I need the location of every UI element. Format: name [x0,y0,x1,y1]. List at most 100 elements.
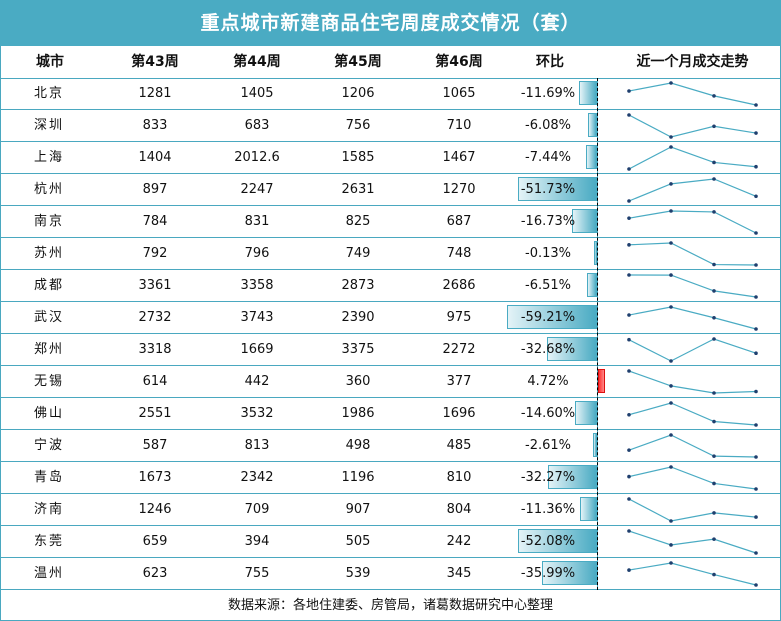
trend-sparkline [627,369,758,395]
week46-cell: 1467 [442,150,476,165]
week45-cell: 2873 [341,278,375,293]
week44-cell: 683 [244,118,270,133]
header-city: 城市 [36,54,64,70]
negative-change-bar [547,465,597,489]
city: 杭州 [34,182,65,197]
week44-cell: 813 [244,438,270,453]
week45-cell: 749 [345,246,371,261]
sparkline-point [669,182,673,186]
header-week45: 第45周 [334,54,382,70]
trend-sparkline [627,177,758,203]
sparkline-point [627,529,631,533]
city: 南京 [34,214,65,229]
week46-cell: 485 [446,438,472,453]
sparkline-point [627,216,631,220]
sparkline-point [712,454,716,458]
week43-cell: 587 [142,438,168,453]
sparkline-point [669,401,673,405]
week45-cell: 907 [345,502,371,517]
trend-sparkline [627,241,758,267]
week44-cell: 1669 [240,342,274,357]
week44-cell: 1405 [240,86,274,101]
week46-cell: 804 [446,502,472,517]
table-row: 上海 1404 2012.6 1585 1467 -7.44% [0,142,781,174]
header-change: 环比 [536,54,564,70]
change-cell: -51.73% [520,182,576,197]
table-row: 武汉 2732 3743 2390 975 -59.21% [0,302,781,334]
week43-cell: 1281 [138,86,172,101]
sparkline-point [669,273,673,277]
sparkline-point [712,160,716,165]
table-row: 温州 623 755 539 345 -35.99% [0,558,781,590]
negative-change-bar [594,241,597,265]
week44-cell: 709 [244,502,270,517]
week45-cell: 1206 [341,86,375,101]
table-row: 郑州 3318 1669 3375 2272 -32.68% [0,334,781,366]
week44-cell: 2342 [240,470,274,485]
change-cell: -0.13% [525,246,571,261]
city: 宁波 [34,438,65,453]
sparkline-point [627,369,631,373]
change-cell: -6.51% [525,278,571,293]
header-row: 城市 第43周 第44周 第45周 第46周 环比 近一个月成交走势 [0,46,781,79]
sparkline-point [754,164,758,169]
sparkline-point [754,295,758,299]
week43-cell: 659 [142,534,168,549]
sparkline-point [669,465,673,469]
change-cell: 4.72% [527,374,569,389]
city: 成都 [34,278,65,293]
change-cell: -32.27% [520,470,576,485]
sparkline-point [712,419,716,424]
sparkline-point [754,194,758,199]
table-row: 无锡 614 442 360 377 4.72% [0,366,781,398]
week46-cell: 1270 [442,182,476,197]
sparkline-point [669,519,673,523]
trend-sparkline [627,81,758,107]
negative-change-bar [579,81,597,105]
week45-cell: 539 [345,566,371,581]
week46-cell: 2686 [442,278,476,293]
trend-sparkline [627,561,758,587]
sparkline-point [712,94,716,98]
sparkline-point [754,515,758,519]
sparkline-point [627,412,631,417]
sparkline-point [712,337,716,341]
week43-cell: 1246 [138,502,172,517]
week43-cell: 614 [142,374,168,389]
week45-cell: 1196 [341,470,375,485]
sparkline-point [754,263,758,267]
table-row: 成都 3361 3358 2873 2686 -6.51% [0,270,781,302]
week43-cell: 3318 [138,342,172,357]
week46-cell: 377 [446,374,472,389]
bar-axis [597,78,598,590]
change-cell: -35.99% [520,566,576,581]
week45-cell: 1986 [341,406,375,421]
city: 上海 [34,150,65,165]
sparkline-point [712,210,716,214]
table-row: 杭州 897 2247 2631 1270 -51.73% [0,174,781,206]
trend-sparkline [627,209,758,235]
sparkline-point [627,89,631,93]
week43-cell: 1673 [138,470,172,485]
negative-change-bar [507,305,597,329]
week43-cell: 2551 [138,406,172,421]
week46-cell: 1696 [442,406,476,421]
negative-change-bar [518,177,597,201]
source-note: 数据来源：各地住建委、房管局，诸葛数据研究中心整理 [227,598,553,613]
change-cell: -7.44% [525,150,571,165]
week43-cell: 1404 [138,150,172,165]
negative-change-bar [585,145,597,169]
city: 东莞 [34,534,65,549]
sparkline-point [627,448,631,452]
week46-cell: 242 [446,534,472,549]
trend-sparkline [627,145,758,171]
table-title: 重点城市新建商品住宅周度成交情况（套） [0,0,781,46]
city: 佛山 [34,406,65,421]
sparkline-point [712,177,716,181]
week44-cell: 394 [244,534,270,549]
sparkline-point [754,231,758,235]
sparkline-point [627,337,631,342]
city: 无锡 [34,374,65,389]
sparkline-point [754,487,758,491]
sparkline-point [712,262,716,267]
